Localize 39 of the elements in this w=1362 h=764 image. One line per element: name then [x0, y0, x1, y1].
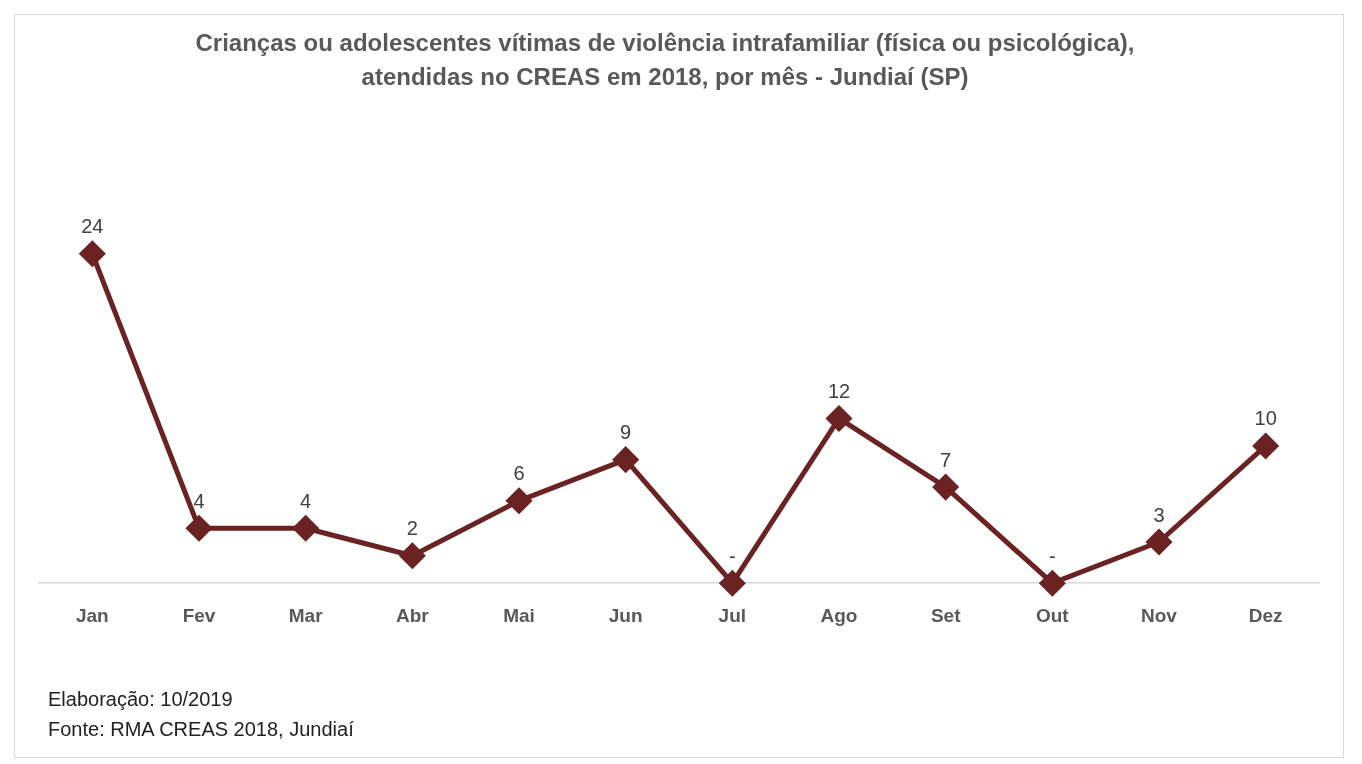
x-tick-label: Out: [1035, 604, 1070, 626]
data-label: 10: [1254, 407, 1277, 430]
point: [79, 241, 105, 267]
data-label: 24: [81, 215, 104, 238]
point: [506, 488, 532, 514]
point: [933, 474, 959, 500]
data-label: 2: [406, 517, 418, 540]
x-tick-label: Abr: [395, 604, 430, 626]
point: [1253, 433, 1279, 459]
x-tick-label: Jun: [608, 604, 643, 626]
point: [399, 543, 425, 569]
data-label: 12: [827, 379, 851, 402]
text: Elaboração: 10/2019: [48, 687, 234, 712]
x-tick-label: Nov: [1141, 604, 1178, 626]
data-label: 6: [513, 462, 525, 485]
data-label: -: [729, 544, 736, 567]
data-label: -: [1049, 544, 1056, 567]
x-tick-label: Fev: [182, 604, 216, 626]
point: [293, 515, 319, 541]
chart-title: Crianças ou adolescentes vítimas de violência intrafamiliar (física ou psicológica), atendidas no CREAS em 2018, por mês - Jundiaí (SP): [194, 28, 1136, 92]
point: [1146, 529, 1172, 555]
x-tick-label: Jan: [75, 604, 109, 626]
data-label: 9: [620, 421, 632, 444]
source-note: Fonte: RMA CREAS 2018, Jundiaí: [48, 717, 354, 742]
point: [613, 447, 639, 473]
x-tick-label: Ago: [820, 604, 858, 626]
data-label: 3: [1153, 503, 1165, 526]
data-label: 4: [300, 489, 312, 512]
data-label: 7: [940, 448, 952, 471]
x-tick-label: Jul: [718, 604, 747, 626]
point: [826, 405, 852, 431]
x-tick-label: Set: [930, 604, 962, 626]
x-tick-label: Mai: [503, 604, 535, 626]
point: [186, 515, 212, 541]
x-tick-label: Dez: [1248, 604, 1283, 626]
point: [1039, 570, 1065, 596]
data-label: 4: [193, 489, 205, 512]
point: [719, 570, 745, 596]
x-tick-label: Mar: [288, 604, 324, 626]
